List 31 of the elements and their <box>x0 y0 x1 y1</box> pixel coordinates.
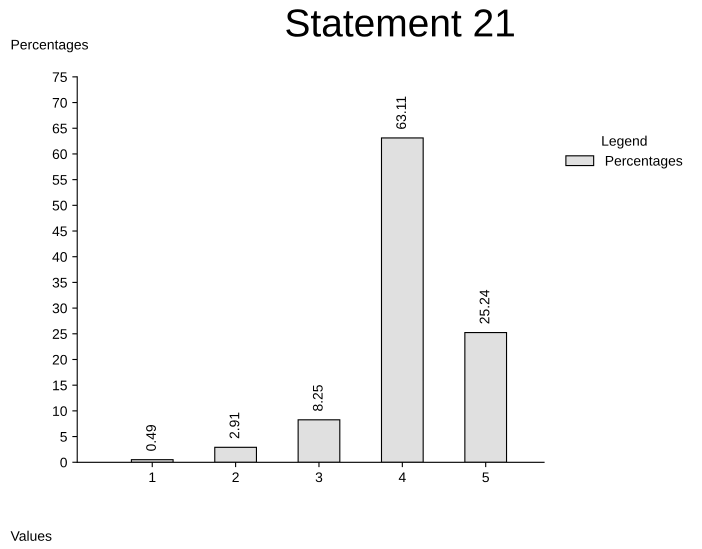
y-tick-label: 70 <box>52 98 67 108</box>
x-axis-title: Values <box>10 530 52 541</box>
y-tick-label: 75 <box>52 72 67 82</box>
x-tick-label: 2 <box>232 472 239 482</box>
x-tick-label: 5 <box>482 472 489 482</box>
y-tick-label: 20 <box>52 354 67 365</box>
y-tick-label: 25 <box>52 329 67 339</box>
x-tick-label: 3 <box>316 472 322 482</box>
y-tick-label: 50 <box>52 200 67 210</box>
y-tick-label: 10 <box>53 406 67 416</box>
y-tick-label: 60 <box>52 149 67 160</box>
data-label: 63.11 <box>396 96 406 129</box>
legend-label: Percentages <box>606 156 682 168</box>
y-tick-label: 45 <box>52 226 67 236</box>
y-tick-label: 15 <box>53 380 67 390</box>
data-label: 2.91 <box>230 412 240 438</box>
y-tick-label: 30 <box>52 303 67 314</box>
x-tick-label: 1 <box>149 472 156 482</box>
data-label: 0.49 <box>146 425 156 451</box>
data-label: 25.24 <box>480 290 490 324</box>
legend-title: Legend <box>602 136 647 149</box>
x-tick-label: 4 <box>398 472 406 482</box>
y-tick-label: 35 <box>52 278 67 288</box>
y-tick-label: 55 <box>52 175 67 185</box>
chart-title: Statement 21 <box>286 9 514 37</box>
y-tick-label: 5 <box>60 432 67 442</box>
y-axis-title: Percentages <box>12 40 88 52</box>
y-tick-label: 65 <box>52 124 67 134</box>
y-tick-label: 40 <box>52 252 67 262</box>
data-label: 8.25 <box>312 385 323 411</box>
y-tick-label: 0 <box>60 458 67 468</box>
